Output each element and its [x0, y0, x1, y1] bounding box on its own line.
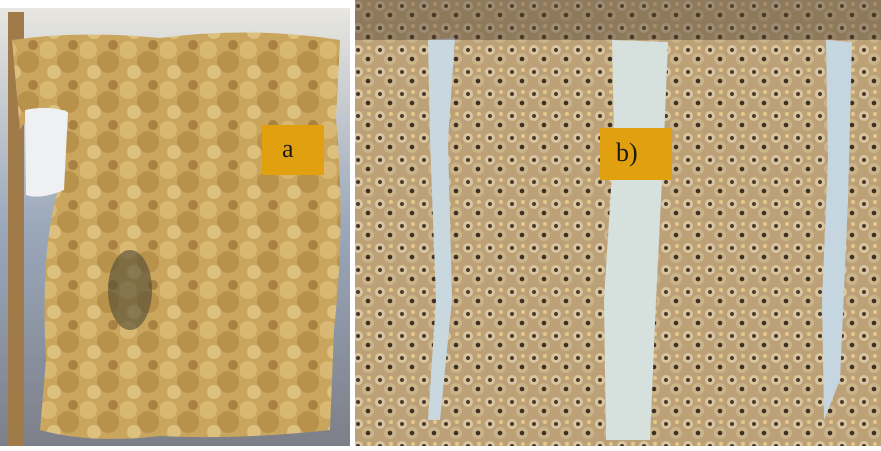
panel-b [355, 0, 881, 446]
dark-patch [108, 250, 152, 330]
fouled-net [12, 32, 341, 438]
figure: a b) [0, 0, 881, 446]
gap [25, 108, 68, 197]
panel-a [0, 8, 350, 446]
panel-label: b) [616, 138, 638, 167]
panel-label: a [282, 134, 294, 163]
top-shadow [355, 0, 881, 40]
